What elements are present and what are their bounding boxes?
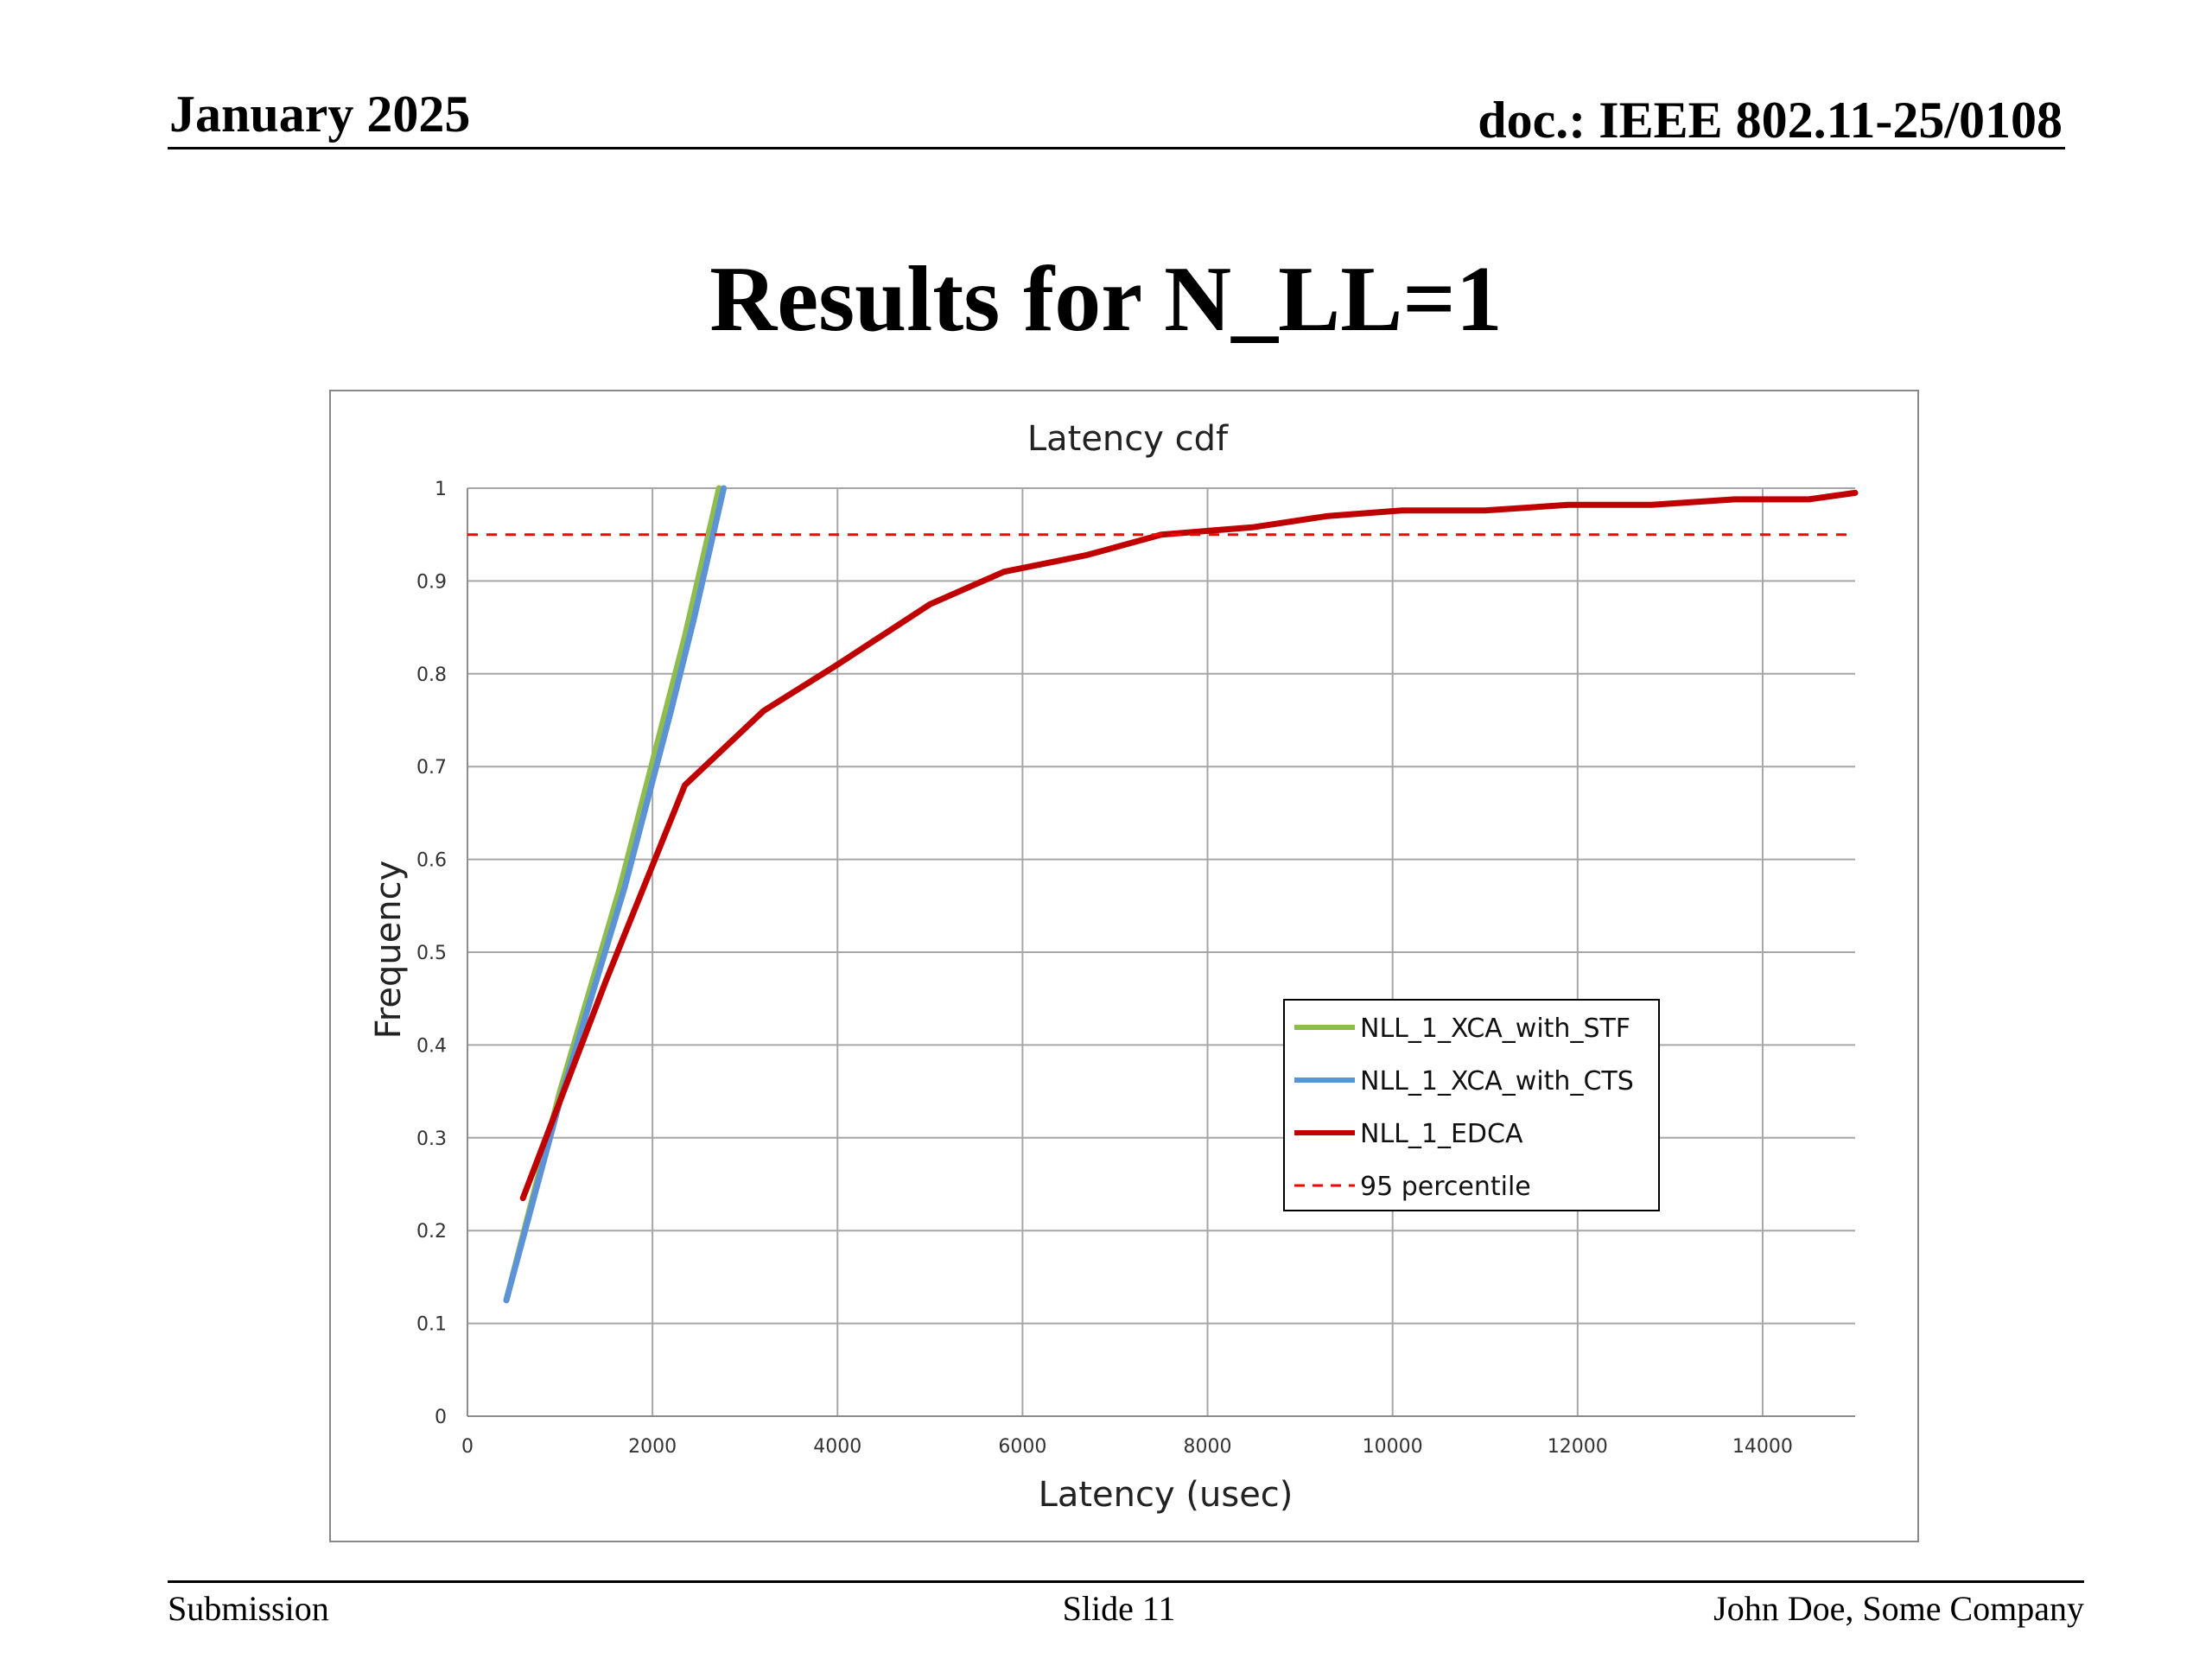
legend-label: NLL_1_EDCA (1360, 1119, 1523, 1149)
series-line-1 (503, 485, 728, 1304)
chart-legend: NLL_1_XCA_with_STF NLL_1_XCA_with_CTS NLL_… (1283, 999, 1660, 1211)
chart-gridlines (467, 487, 1855, 1417)
y-tick-label: 0.5 (416, 943, 447, 964)
x-tick-label: 8000 (1184, 1436, 1232, 1458)
legend-label: 95 percentile (1360, 1172, 1531, 1202)
legend-box (1283, 999, 1660, 1211)
latency-cdf-chart: Latency cdf 0 0.1 0.2 0.3 0.4 0.5 0.6 0.7 0.8 0.9… (329, 390, 1919, 1542)
chart-series (467, 485, 1859, 1304)
series-line-2 (519, 489, 1859, 1202)
x-tick-label: 0 (461, 1436, 474, 1458)
x-tick-label: 10000 (1363, 1436, 1423, 1458)
header-divider (168, 147, 2065, 149)
footer-divider (168, 1580, 2084, 1583)
y-tick-label: 0.4 (416, 1035, 447, 1057)
y-tick-label: 0.6 (416, 850, 447, 872)
y-tick-label: 0.7 (416, 757, 447, 779)
footer-author: John Doe, Some Company (1713, 1589, 2084, 1628)
y-tick-label: 0.9 (416, 571, 447, 593)
chart-canvas: Latency cdf 0 0.1 0.2 0.3 0.4 0.5 0.6 0.7 0.8 0.9… (369, 419, 1859, 1515)
legend-label: NLL_1_XCA_with_STF (1360, 1014, 1630, 1044)
slide-title: Results for N_LL=1 (709, 248, 1503, 351)
x-tick-label: 6000 (998, 1436, 1046, 1458)
footer-submission: Submission (168, 1589, 329, 1628)
footer-slide-number: Slide 11 (1062, 1589, 1176, 1628)
x-axis-label: Latency (usec) (1039, 1475, 1294, 1515)
x-tick-label: 12000 (1548, 1436, 1608, 1458)
y-tick-label: 0 (435, 1407, 447, 1428)
chart-axes: 0 0.1 0.2 0.3 0.4 0.5 0.6 0.7 0.8 0.9 1 0 2000 4000 60… (416, 479, 1855, 1458)
x-tick-label: 4000 (813, 1436, 861, 1458)
y-tick-label: 0.8 (416, 664, 447, 686)
header-doc-number: doc.: IEEE 802.11-25/0108 (1478, 92, 2063, 149)
y-tick-label: 0.3 (416, 1128, 447, 1150)
y-axis-label: Frequency (369, 861, 409, 1039)
y-tick-label: 0.1 (416, 1314, 447, 1336)
legend-label: NLL_1_XCA_with_CTS (1360, 1066, 1634, 1096)
x-tick-label: 2000 (628, 1436, 677, 1458)
header-date: January 2025 (169, 86, 471, 143)
x-tick-label: 14000 (1732, 1436, 1793, 1458)
y-tick-label: 1 (435, 479, 447, 500)
y-tick-label: 0.2 (416, 1221, 447, 1243)
chart-title: Latency cdf (1027, 419, 1229, 459)
